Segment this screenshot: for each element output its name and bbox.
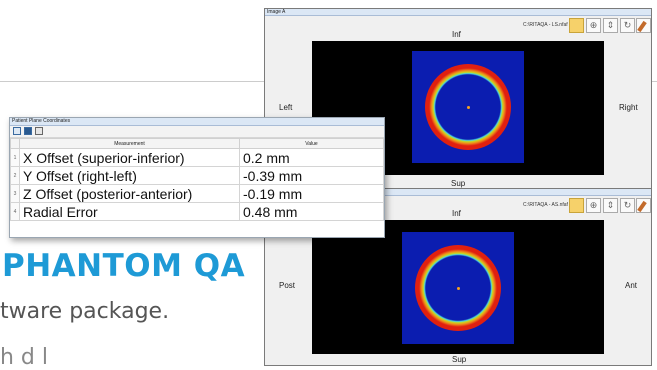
field-square xyxy=(412,51,524,163)
file-path: C:\RITAQA - LS.nfaf xyxy=(523,22,568,28)
center-marker xyxy=(466,105,470,109)
folder-icon[interactable] xyxy=(569,18,584,33)
measurement-cell: Y Offset (right-left) xyxy=(19,166,240,185)
measurement-cell: Radial Error xyxy=(19,202,240,221)
image-toolbar: C:\RITAQA - AS.nfaf ⊕ ⇕ ↻ xyxy=(265,197,651,215)
measurement-cell: Z Offset (posterior-anterior) xyxy=(19,184,240,203)
window-title xyxy=(265,189,651,196)
label-left: Left xyxy=(279,103,293,112)
label-right: Right xyxy=(619,103,638,112)
table-row[interactable]: 3 Z Offset (posterior-anterior) -0.19 mm xyxy=(10,184,384,203)
label-left: Post xyxy=(279,281,296,290)
zoom-icon[interactable]: ⇕ xyxy=(603,18,618,33)
index-header xyxy=(10,138,20,149)
file-path: C:\RITAQA - AS.nfaf xyxy=(523,202,568,208)
row-index: 3 xyxy=(10,184,20,203)
row-index: 4 xyxy=(10,202,20,221)
pan-icon[interactable]: ⊕ xyxy=(586,198,601,213)
row-index: 1 xyxy=(10,148,20,167)
label-right: Ant xyxy=(625,281,638,290)
table-row[interactable]: 2 Y Offset (right-left) -0.39 mm xyxy=(10,166,384,185)
folder-icon[interactable] xyxy=(569,198,584,213)
panel-toolbar xyxy=(10,126,384,138)
pan-icon[interactable]: ⊕ xyxy=(586,18,601,33)
table-row[interactable]: 1 X Offset (superior-inferior) 0.2 mm xyxy=(10,148,384,167)
value-cell: 0.48 mm xyxy=(239,202,384,221)
label-top: Inf xyxy=(452,209,461,218)
measurement-cell: X Offset (superior-inferior) xyxy=(19,148,240,167)
zoom-icon[interactable]: ⇕ xyxy=(603,198,618,213)
label-bottom: Sup xyxy=(452,355,467,364)
body-text-line-1: tware package. xyxy=(0,299,170,324)
label-bottom: Sup xyxy=(451,179,466,188)
row-index: 2 xyxy=(10,166,20,185)
value-header: Value xyxy=(239,138,384,149)
value-cell: -0.39 mm xyxy=(239,166,384,185)
value-cell: -0.19 mm xyxy=(239,184,384,203)
print-icon[interactable] xyxy=(35,127,43,135)
center-marker xyxy=(456,286,460,290)
value-cell: 0.2 mm xyxy=(239,148,384,167)
image-toolbar: C:\RITAQA - LS.nfaf ⊕ ⇕ ↻ xyxy=(265,17,651,35)
body-text-line-2: h d l xyxy=(0,345,49,370)
image-window-b: C:\RITAQA - AS.nfaf ⊕ ⇕ ↻ Inf Post Ant S… xyxy=(264,188,652,366)
rotate-icon[interactable]: ↻ xyxy=(620,18,635,33)
pencil-icon[interactable] xyxy=(636,198,651,213)
label-top: Inf xyxy=(452,30,461,39)
measurement-header: Measurement xyxy=(19,138,240,149)
measurements-table: Measurement Value 1 X Offset (superior-i… xyxy=(10,138,384,221)
patient-plane-panel: Patient Plane Coordinates Measurement Va… xyxy=(9,117,385,238)
field-square xyxy=(402,232,514,344)
pencil-icon[interactable] xyxy=(636,18,651,33)
rotate-icon[interactable]: ↻ xyxy=(620,198,635,213)
image-viewport[interactable] xyxy=(312,220,604,354)
table-row[interactable]: 4 Radial Error 0.48 mm xyxy=(10,202,384,221)
table-header-row: Measurement Value xyxy=(10,138,384,149)
panel-title: Patient Plane Coordinates xyxy=(10,118,384,126)
copy-icon[interactable] xyxy=(13,127,21,135)
save-icon[interactable] xyxy=(24,127,32,135)
window-title: Image A xyxy=(265,9,651,16)
headline: PHANTOM QA xyxy=(2,248,246,284)
